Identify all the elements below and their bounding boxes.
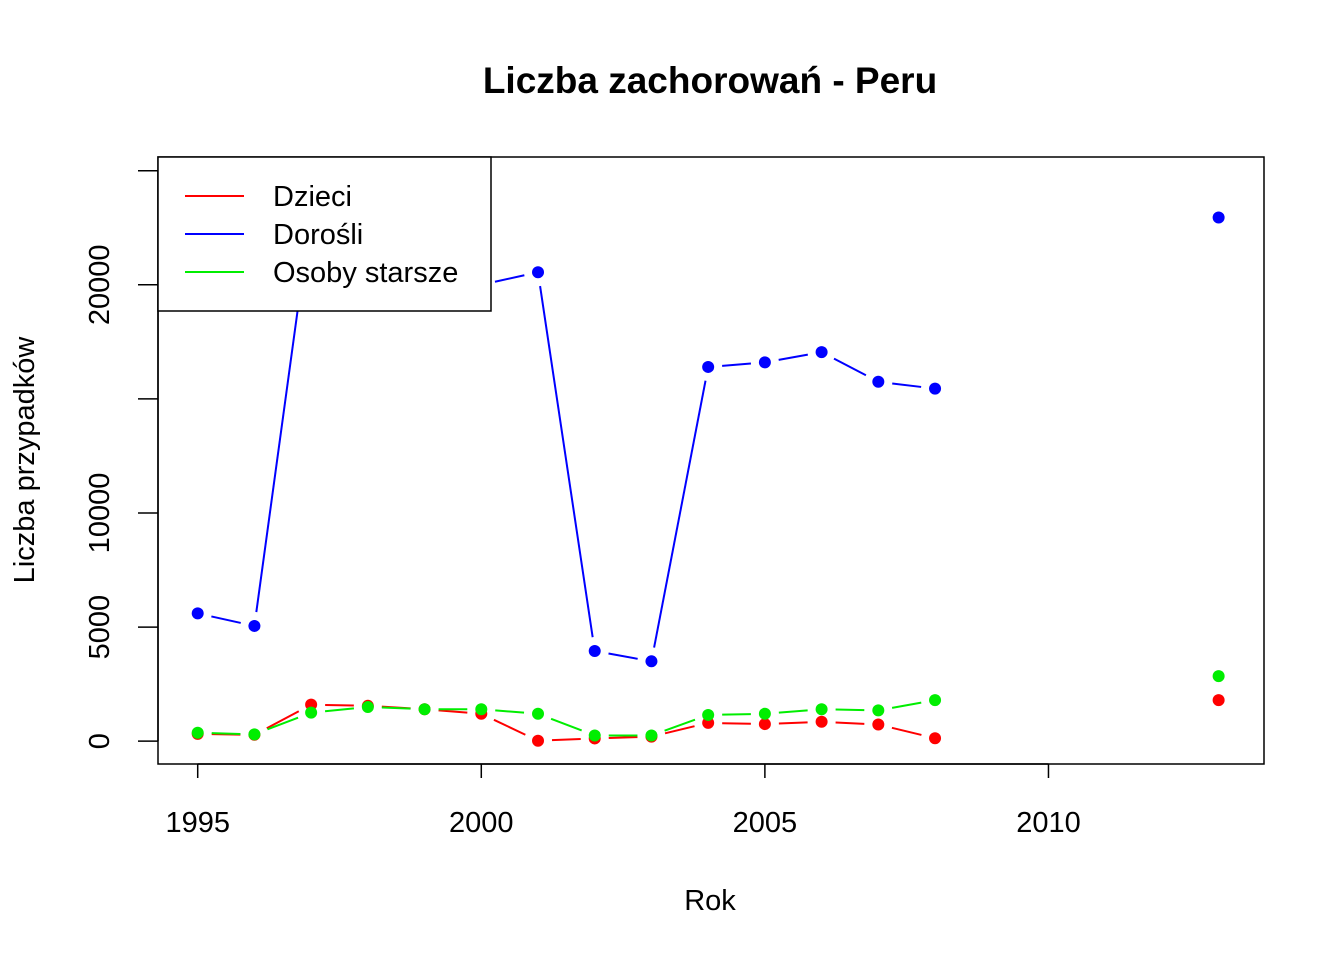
legend-label: Dorośli bbox=[273, 219, 363, 251]
y-tick-label: 10000 bbox=[84, 473, 116, 554]
legend-label: Osoby starsze bbox=[273, 257, 458, 289]
series-segment bbox=[381, 706, 411, 710]
data-point bbox=[532, 734, 545, 747]
data-point bbox=[645, 729, 658, 742]
series-segment bbox=[539, 285, 594, 638]
data-point bbox=[929, 382, 942, 395]
data-point bbox=[1212, 694, 1225, 707]
data-point bbox=[361, 700, 374, 713]
data-point bbox=[929, 732, 942, 745]
data-point bbox=[532, 707, 545, 720]
series-segment bbox=[550, 717, 583, 732]
data-point bbox=[702, 360, 715, 373]
data-point bbox=[758, 718, 771, 731]
data-point bbox=[929, 694, 942, 707]
x-tick-label: 1995 bbox=[165, 807, 230, 839]
series-segment bbox=[211, 732, 241, 735]
series-segment bbox=[778, 721, 808, 725]
data-point bbox=[872, 704, 885, 717]
data-point bbox=[1212, 211, 1225, 224]
series-segment bbox=[835, 721, 865, 725]
data-point bbox=[588, 729, 601, 742]
y-axis-label: Liczba przypadków bbox=[9, 336, 41, 584]
legend: Dzieci Dorośli Osoby starsze bbox=[157, 156, 492, 312]
data-point bbox=[758, 707, 771, 720]
data-point bbox=[532, 266, 545, 279]
data-point bbox=[872, 718, 885, 731]
data-point bbox=[815, 715, 828, 728]
series-segment bbox=[266, 710, 300, 730]
series-segment bbox=[722, 722, 751, 725]
series-segment bbox=[608, 736, 638, 739]
x-tick-label: 2005 bbox=[733, 807, 798, 839]
data-point bbox=[872, 375, 885, 388]
x-axis: 1995 2000 2005 2010 bbox=[165, 763, 1081, 839]
data-point bbox=[702, 708, 715, 721]
data-point bbox=[645, 655, 658, 668]
series-segment bbox=[778, 353, 809, 361]
legend-label: Dzieci bbox=[273, 181, 352, 213]
series-segment bbox=[438, 709, 468, 714]
y-tick-label: 5000 bbox=[84, 595, 116, 660]
y-tick-label: 0 bbox=[84, 733, 116, 749]
chart-title: Liczba zachorowań - Peru bbox=[483, 60, 937, 101]
series-segment bbox=[891, 701, 922, 709]
data-point bbox=[588, 645, 601, 658]
data-point bbox=[758, 356, 771, 369]
data-point bbox=[815, 703, 828, 716]
series-3 bbox=[191, 670, 1225, 742]
x-tick-label: 2000 bbox=[449, 807, 514, 839]
data-point bbox=[248, 619, 261, 632]
series-segment bbox=[892, 382, 922, 388]
series-segment bbox=[211, 615, 241, 624]
series-segment bbox=[653, 380, 707, 648]
y-tick-label: 20000 bbox=[84, 244, 116, 325]
series-segment bbox=[891, 726, 922, 736]
x-axis-label: Rok bbox=[684, 885, 736, 917]
series-segment bbox=[722, 713, 751, 716]
y-axis: 0 5000 10000 20000 bbox=[84, 169, 159, 749]
series-segment bbox=[493, 718, 526, 736]
series-segment bbox=[551, 738, 581, 742]
series-segment bbox=[835, 708, 865, 712]
series-segment bbox=[722, 362, 752, 367]
data-point bbox=[191, 607, 204, 620]
data-point bbox=[305, 706, 318, 719]
series-segment bbox=[494, 274, 525, 283]
series-layer bbox=[191, 185, 1225, 747]
series-segment bbox=[608, 652, 638, 660]
series-segment bbox=[324, 707, 355, 713]
data-point bbox=[191, 726, 204, 739]
series-segment bbox=[778, 709, 808, 714]
data-point bbox=[1212, 670, 1225, 683]
series-segment bbox=[833, 357, 867, 377]
series-segment bbox=[495, 709, 525, 714]
data-point bbox=[248, 728, 261, 741]
series-segment bbox=[267, 716, 299, 731]
series-segment bbox=[664, 718, 696, 732]
data-point bbox=[815, 346, 828, 359]
x-tick-label: 2010 bbox=[1016, 807, 1081, 839]
series-segment bbox=[325, 703, 354, 707]
series-segment bbox=[664, 725, 695, 735]
data-point bbox=[475, 703, 488, 716]
data-point bbox=[418, 703, 431, 716]
